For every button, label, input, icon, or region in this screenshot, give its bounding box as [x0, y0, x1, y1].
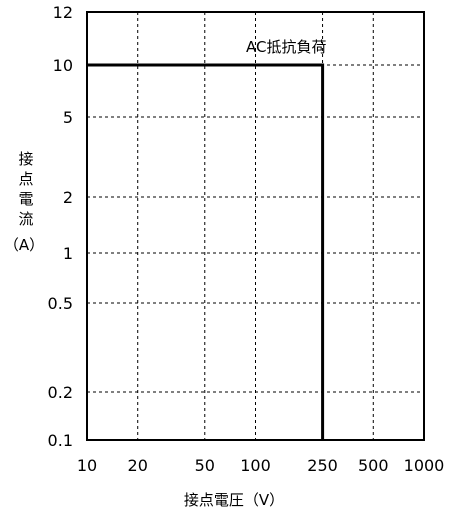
y-tick-label-12: 12 [53, 3, 73, 22]
y-axis-label-char: 接 [18, 150, 33, 168]
y-tick-label-10: 10 [53, 56, 73, 75]
x-tick-label-20: 20 [128, 456, 148, 475]
x-axis-label: 接点電圧（V） [184, 491, 284, 509]
series-line-ac-resistive-load [87, 63, 325, 440]
y-axis-label-char: 電 [18, 190, 33, 208]
y-axis-label-char: 点 [18, 170, 33, 188]
y-tick-label-5: 5 [63, 108, 73, 127]
grid [87, 12, 424, 440]
y-axis-label-unit: （A） [4, 236, 44, 254]
y-tick-label-0.5: 0.5 [48, 294, 73, 313]
y-tick-label-0.1: 0.1 [48, 431, 73, 450]
x-axis-tick-labels: 10 20 50 100 250 500 1000 [77, 456, 445, 475]
x-tick-label-1000: 1000 [404, 456, 445, 475]
x-tick-label-100: 100 [240, 456, 271, 475]
y-tick-label-0.2: 0.2 [48, 383, 73, 402]
series-label: AC抵抗負荷 [246, 38, 326, 56]
x-tick-label-50: 50 [195, 456, 215, 475]
x-tick-label-250: 250 [307, 456, 338, 475]
y-tick-label-2: 2 [63, 188, 73, 207]
x-tick-label-10: 10 [77, 456, 97, 475]
x-tick-label-500: 500 [358, 456, 389, 475]
y-tick-label-1: 1 [63, 244, 73, 263]
y-axis-label-char: 流 [18, 210, 33, 228]
plot-frame [86, 11, 425, 441]
